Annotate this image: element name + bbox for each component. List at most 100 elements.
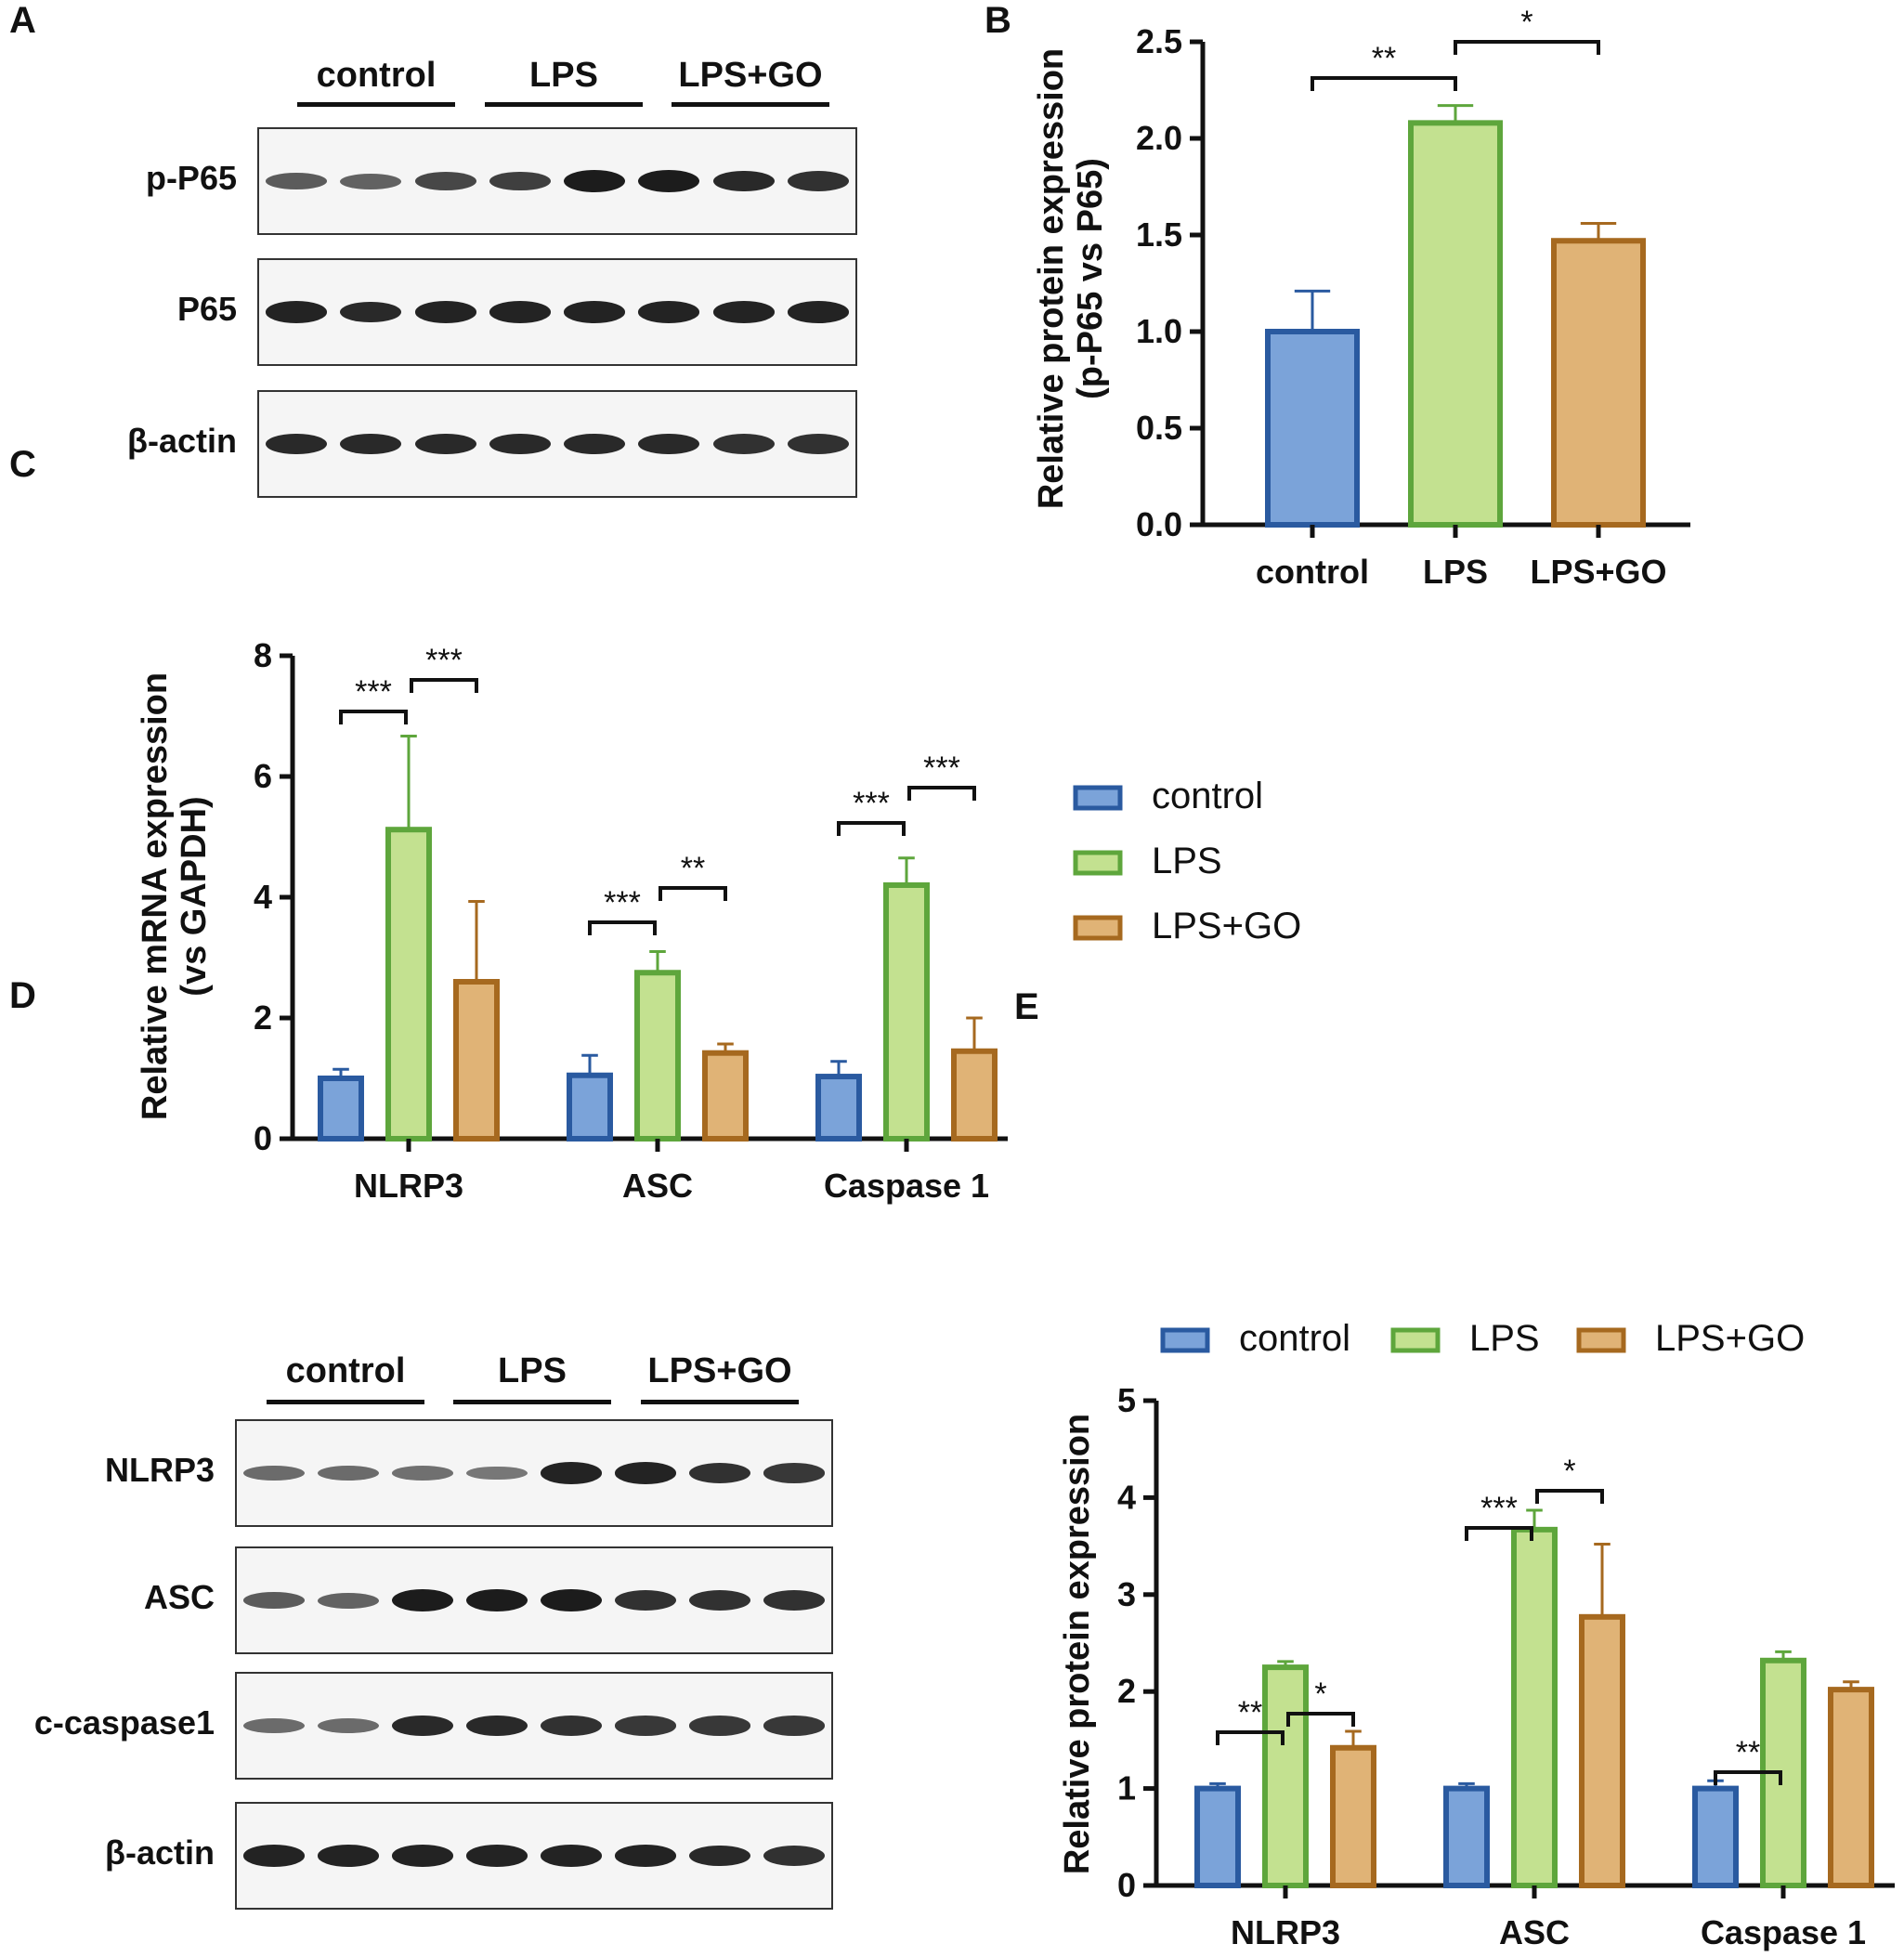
bar (1579, 1613, 1625, 1888)
blot-band (318, 1465, 379, 1481)
significance-label: *** (425, 643, 463, 678)
bar (453, 979, 500, 1142)
legend-label: LPS+GO (1152, 906, 1301, 946)
significance-bracket (659, 886, 727, 901)
blot-band (340, 433, 402, 455)
blot-band (466, 1589, 528, 1611)
blot-group-line (641, 1400, 799, 1404)
x-tick-label: control (1256, 553, 1369, 591)
blot-membrane (257, 390, 857, 498)
significance-label: *** (355, 674, 392, 710)
blot-band (638, 170, 700, 192)
blot-band (266, 173, 328, 189)
blot-group-label: control (285, 1351, 406, 1390)
blot-band (615, 1590, 676, 1611)
blot-band (318, 1592, 379, 1609)
legend-swatch (1073, 785, 1123, 811)
bar (1330, 1744, 1376, 1888)
blot-band (340, 173, 402, 189)
x-tick-label: LPS (1423, 553, 1488, 591)
blot-band (787, 301, 849, 323)
significance-bracket (1535, 1489, 1604, 1504)
y-axis-label: Relative protein expression (1058, 1414, 1097, 1874)
x-tick-label: LPS+GO (1530, 553, 1666, 591)
significance-label: ** (1736, 1735, 1760, 1770)
panel-letter-b: B (985, 0, 1011, 41)
legend-swatch (1160, 1327, 1210, 1353)
blot-membrane (235, 1802, 833, 1910)
y-tick-label: 2 (254, 998, 272, 1037)
significance-bracket (1286, 1712, 1355, 1727)
blot-membrane (257, 258, 857, 366)
y-tick-label: 1.5 (1136, 215, 1182, 254)
blot-band (712, 301, 775, 323)
y-tick-label: 0.5 (1136, 409, 1182, 447)
significance-bracket (1216, 1730, 1285, 1745)
x-tick-label: Caspase 1 (1701, 1913, 1866, 1951)
blot-membrane (257, 127, 857, 235)
significance-label: * (1314, 1676, 1326, 1712)
bar (1511, 1526, 1558, 1889)
blot-group-line (453, 1400, 611, 1404)
bar (1692, 1785, 1739, 1888)
significance-bracket (1465, 1526, 1533, 1541)
blot-band (638, 301, 700, 323)
blot-band (763, 1463, 825, 1483)
y-tick-label: 0 (254, 1119, 272, 1157)
blot-band (564, 170, 626, 192)
legend-label: control (1152, 776, 1263, 816)
blot-band (340, 301, 402, 323)
x-tick-label: NLRP3 (354, 1167, 463, 1205)
legend-label: LPS (1152, 841, 1222, 881)
blot-band (712, 434, 775, 454)
blot-group-line (485, 102, 643, 107)
bar (1265, 329, 1360, 528)
blot-group-label: LPS+GO (678, 56, 823, 95)
blot-band (787, 434, 849, 454)
y-tick-label: 0 (1117, 1866, 1136, 1904)
y-tick-label: 3 (1117, 1575, 1136, 1613)
significance-bracket (410, 678, 478, 693)
bar (1828, 1687, 1874, 1889)
significance-label: * (1563, 1454, 1575, 1489)
blot-band (392, 1845, 453, 1867)
legend-swatch (1576, 1327, 1626, 1353)
y-tick-label: 4 (254, 878, 272, 916)
blot-row-label: NLRP3 (104, 1451, 215, 1489)
y-axis-label: Relative protein expression (1032, 48, 1071, 509)
blot-membrane (235, 1672, 833, 1780)
x-tick-label: ASC (622, 1167, 693, 1205)
y-tick-label: 6 (254, 757, 272, 795)
blot-band (689, 1716, 750, 1736)
blot-band (689, 1463, 750, 1483)
significance-bracket (907, 786, 976, 801)
blot-band (638, 433, 700, 455)
blot-band (541, 1716, 602, 1736)
blot-band (489, 301, 551, 323)
blot-band (689, 1590, 750, 1611)
y-axis-label: Relative mRNA expression (136, 672, 175, 1120)
blot-band (466, 1466, 528, 1481)
blot-group-label: control (316, 56, 437, 95)
blot-row-label: ASC (143, 1578, 215, 1616)
y-tick-label: 1.0 (1136, 312, 1182, 350)
y-tick-label: 2.0 (1136, 119, 1182, 157)
blot-band (787, 171, 849, 191)
bar (634, 970, 681, 1142)
bar (1443, 1785, 1490, 1888)
bar (951, 1048, 998, 1142)
legend-swatch (1073, 850, 1123, 876)
bar (1194, 1785, 1241, 1888)
blot-band (541, 1845, 602, 1867)
panel-letter-d: D (9, 975, 36, 1016)
x-tick-label: Caspase 1 (824, 1167, 989, 1205)
blot-band (466, 1715, 528, 1737)
bar (567, 1072, 613, 1142)
significance-bracket (1454, 40, 1600, 55)
blot-band (243, 1592, 305, 1609)
blot-group-line (672, 102, 829, 107)
blot-band (763, 1846, 825, 1866)
blot-band (763, 1590, 825, 1611)
blot-band (712, 170, 775, 192)
